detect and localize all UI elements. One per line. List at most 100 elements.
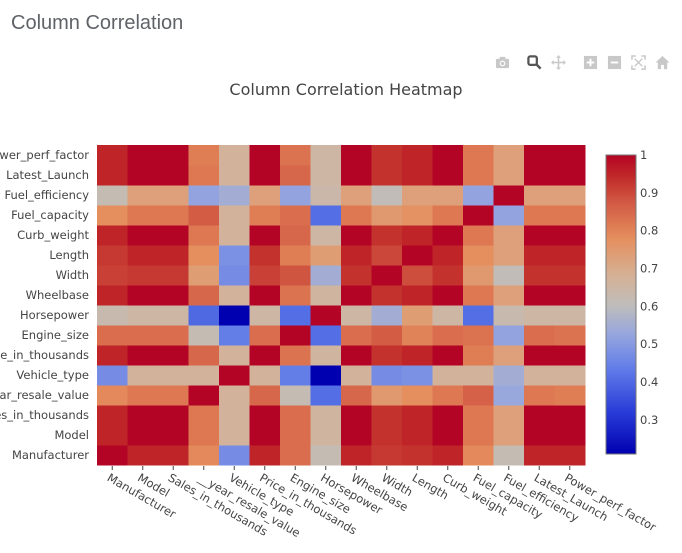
heatmap-cell[interactable] (127, 165, 159, 186)
heatmap-cell[interactable] (158, 305, 189, 326)
heatmap-cell[interactable] (341, 305, 372, 326)
heatmap-cell[interactable] (158, 265, 189, 286)
heatmap-cell[interactable] (188, 365, 220, 386)
heatmap-cell[interactable] (402, 385, 433, 406)
heatmap-cell[interactable] (280, 405, 311, 426)
home-icon[interactable] (653, 53, 671, 71)
heatmap-cell[interactable] (280, 425, 311, 446)
heatmap-cell[interactable] (249, 225, 281, 246)
heatmap-cell[interactable] (463, 425, 494, 446)
heatmap-cell[interactable] (341, 385, 372, 406)
heatmap-cell[interactable] (371, 245, 403, 266)
heatmap-cell[interactable] (554, 205, 586, 226)
heatmap-cell[interactable] (97, 205, 128, 226)
heatmap-cell[interactable] (97, 365, 128, 386)
heatmap-cell[interactable] (554, 425, 586, 446)
heatmap-cell[interactable] (249, 245, 281, 266)
heatmap-cell[interactable] (249, 305, 281, 326)
heatmap-cell[interactable] (524, 325, 555, 346)
heatmap-cell[interactable] (463, 445, 494, 466)
heatmap-cell[interactable] (371, 145, 403, 166)
heatmap-cell[interactable] (402, 185, 433, 206)
heatmap-cell[interactable] (158, 285, 189, 306)
heatmap-cell[interactable] (493, 245, 525, 266)
heatmap-cell[interactable] (463, 365, 494, 386)
heatmap-cell[interactable] (341, 145, 372, 166)
heatmap-cell[interactable] (310, 305, 342, 326)
heatmap-cell[interactable] (158, 405, 189, 426)
heatmap-cell[interactable] (402, 325, 433, 346)
heatmap-cell[interactable] (554, 245, 586, 266)
heatmap-cell[interactable] (310, 405, 342, 426)
heatmap-cell[interactable] (463, 265, 494, 286)
heatmap-cell[interactable] (219, 385, 250, 406)
heatmap-cell[interactable] (127, 145, 159, 166)
heatmap-cell[interactable] (371, 405, 403, 426)
heatmap-cell[interactable] (432, 165, 464, 186)
heatmap-cell[interactable] (158, 185, 189, 206)
heatmap-cell[interactable] (310, 245, 342, 266)
heatmap-cell[interactable] (188, 405, 220, 426)
heatmap-cell[interactable] (127, 205, 159, 226)
heatmap-cell[interactable] (463, 165, 494, 186)
zoom-icon[interactable] (525, 53, 543, 71)
heatmap-cell[interactable] (158, 365, 189, 386)
heatmap-cell[interactable] (310, 445, 342, 466)
zoom-in-icon[interactable] (581, 53, 599, 71)
heatmap-cell[interactable] (402, 425, 433, 446)
heatmap-cell[interactable] (341, 345, 372, 366)
heatmap-cell[interactable] (310, 345, 342, 366)
heatmap-cell[interactable] (97, 425, 128, 446)
heatmap-cells[interactable] (97, 145, 586, 466)
heatmap-cell[interactable] (97, 285, 128, 306)
heatmap-cell[interactable] (97, 345, 128, 366)
heatmap-cell[interactable] (310, 165, 342, 186)
heatmap-cell[interactable] (158, 385, 189, 406)
heatmap-cell[interactable] (280, 325, 311, 346)
heatmap-cell[interactable] (341, 365, 372, 386)
heatmap-cell[interactable] (463, 385, 494, 406)
heatmap-cell[interactable] (432, 445, 464, 466)
heatmap-cell[interactable] (127, 305, 159, 326)
heatmap-cell[interactable] (432, 185, 464, 206)
heatmap-cell[interactable] (371, 165, 403, 186)
heatmap-cell[interactable] (158, 145, 189, 166)
heatmap-cell[interactable] (127, 345, 159, 366)
heatmap-cell[interactable] (188, 425, 220, 446)
heatmap-cell[interactable] (249, 345, 281, 366)
heatmap-cell[interactable] (219, 245, 250, 266)
heatmap-cell[interactable] (432, 265, 464, 286)
heatmap-cell[interactable] (97, 305, 128, 326)
heatmap-cell[interactable] (188, 265, 220, 286)
heatmap-cell[interactable] (432, 345, 464, 366)
heatmap-cell[interactable] (188, 205, 220, 226)
heatmap-cell[interactable] (493, 205, 525, 226)
heatmap-cell[interactable] (188, 165, 220, 186)
heatmap-cell[interactable] (524, 445, 555, 466)
heatmap-cell[interactable] (158, 445, 189, 466)
heatmap-cell[interactable] (493, 265, 525, 286)
heatmap-cell[interactable] (402, 225, 433, 246)
heatmap-cell[interactable] (219, 305, 250, 326)
heatmap-cell[interactable] (402, 445, 433, 466)
heatmap-cell[interactable] (402, 205, 433, 226)
heatmap-cell[interactable] (127, 325, 159, 346)
heatmap-cell[interactable] (371, 385, 403, 406)
heatmap-cell[interactable] (493, 145, 525, 166)
heatmap-cell[interactable] (249, 145, 281, 166)
heatmap-cell[interactable] (249, 325, 281, 346)
heatmap-cell[interactable] (158, 245, 189, 266)
heatmap-cell[interactable] (371, 425, 403, 446)
heatmap-cell[interactable] (402, 245, 433, 266)
heatmap-cell[interactable] (219, 445, 250, 466)
heatmap-cell[interactable] (493, 225, 525, 246)
heatmap-cell[interactable] (554, 345, 586, 366)
heatmap-cell[interactable] (432, 245, 464, 266)
heatmap-cell[interactable] (371, 305, 403, 326)
heatmap-cell[interactable] (463, 325, 494, 346)
heatmap-cell[interactable] (554, 325, 586, 346)
zoom-out-icon[interactable] (605, 53, 623, 71)
heatmap-cell[interactable] (524, 425, 555, 446)
heatmap-cell[interactable] (188, 305, 220, 326)
heatmap-cell[interactable] (249, 445, 281, 466)
